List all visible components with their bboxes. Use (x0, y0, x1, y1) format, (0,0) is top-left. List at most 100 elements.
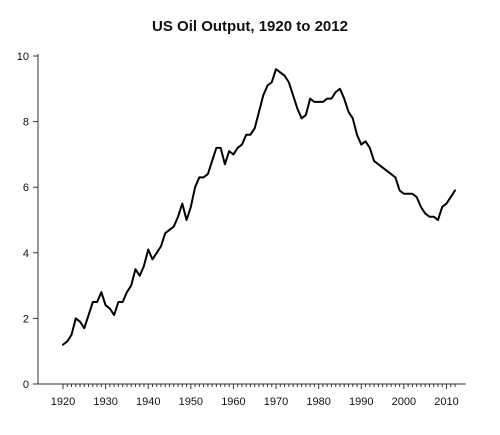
data-point (160, 245, 162, 247)
data-point (109, 308, 111, 310)
data-point (450, 196, 452, 198)
y-tick-label: 10 (17, 51, 29, 63)
data-point (169, 229, 171, 231)
y-tick-label: 6 (23, 182, 29, 194)
data-point (237, 147, 239, 149)
data-point (330, 98, 332, 100)
data-point (105, 304, 107, 306)
data-point (416, 196, 418, 198)
data-point (360, 144, 362, 146)
x-tick-label: 1930 (93, 396, 117, 408)
data-point (284, 75, 286, 77)
data-point (241, 144, 243, 146)
data-point (164, 232, 166, 234)
data-point (177, 216, 179, 218)
data-point (254, 127, 256, 129)
data-point (92, 301, 94, 303)
data-point (249, 134, 251, 136)
data-point (313, 101, 315, 103)
data-point (215, 147, 217, 149)
data-point (181, 203, 183, 205)
data-point (318, 101, 320, 103)
data-point (275, 68, 277, 70)
data-point (382, 167, 384, 169)
x-tick-label: 1920 (51, 396, 75, 408)
data-point (194, 186, 196, 188)
data-point (126, 291, 128, 293)
data-point (151, 258, 153, 260)
data-point (186, 219, 188, 221)
x-tick-label: 2000 (392, 396, 416, 408)
data-point (134, 268, 136, 270)
data-point (369, 147, 371, 149)
data-point (441, 206, 443, 208)
data-point (262, 94, 264, 96)
data-point (173, 226, 175, 228)
data-point (267, 85, 269, 87)
data-point (75, 317, 77, 319)
data-point (424, 212, 426, 214)
data-point (365, 140, 367, 142)
data-point (62, 344, 64, 346)
data-point (66, 340, 68, 342)
data-point (445, 203, 447, 205)
data-point (428, 216, 430, 218)
data-point (198, 176, 200, 178)
data-point (454, 189, 456, 191)
data-point (339, 88, 341, 90)
data-point (292, 94, 294, 96)
data-point (343, 98, 345, 100)
x-tick-label: 1970 (264, 396, 288, 408)
data-point (117, 301, 119, 303)
x-tick-label: 1950 (179, 396, 203, 408)
x-tick-label: 1940 (136, 396, 160, 408)
y-tick-label: 0 (23, 379, 29, 391)
data-point (326, 98, 328, 100)
data-point (403, 193, 405, 195)
data-point (245, 134, 247, 136)
data-point (203, 176, 205, 178)
series-line (62, 68, 456, 346)
data-point (190, 206, 192, 208)
data-point (352, 117, 354, 119)
data-point (220, 147, 222, 149)
data-point (147, 249, 149, 251)
series-layer (62, 68, 456, 346)
data-point (83, 327, 85, 329)
data-point (411, 193, 413, 195)
x-tick-label: 1980 (306, 396, 330, 408)
y-tick-label: 2 (23, 313, 29, 325)
data-point (296, 107, 298, 109)
data-point (356, 134, 358, 136)
data-point (347, 111, 349, 113)
data-point (258, 111, 260, 113)
data-point (394, 176, 396, 178)
y-tick-label: 8 (23, 117, 29, 129)
data-point (96, 301, 98, 303)
data-point (386, 170, 388, 172)
axes (33, 54, 466, 389)
data-point (100, 291, 102, 293)
data-point (113, 314, 115, 316)
data-point (271, 81, 273, 83)
x-tick-label: 1990 (349, 396, 373, 408)
data-point (301, 117, 303, 119)
data-point (232, 153, 234, 155)
data-point (228, 150, 230, 152)
data-point (207, 173, 209, 175)
data-point (130, 285, 132, 287)
y-tick-label: 4 (23, 248, 29, 260)
data-point (373, 160, 375, 162)
data-point (420, 206, 422, 208)
data-point (399, 189, 401, 191)
data-point (407, 193, 409, 195)
data-point (335, 91, 337, 93)
data-point (279, 71, 281, 73)
x-tick-label: 2010 (434, 396, 458, 408)
data-point (224, 163, 226, 165)
data-point (139, 275, 141, 277)
data-point (71, 334, 73, 336)
data-point (88, 314, 90, 316)
data-point (305, 114, 307, 116)
data-point (79, 321, 81, 323)
